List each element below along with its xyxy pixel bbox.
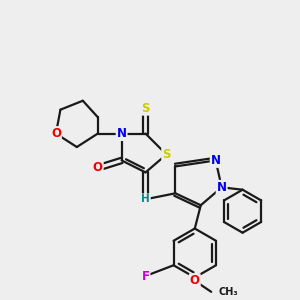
Text: O: O [190,274,200,287]
Text: H: H [141,194,150,204]
Text: N: N [117,127,127,140]
Text: F: F [142,269,149,283]
Text: O: O [93,161,103,174]
Text: S: S [141,102,150,115]
Text: CH₃: CH₃ [219,287,238,297]
Text: O: O [51,127,61,140]
Text: N: N [217,181,227,194]
Text: N: N [211,154,221,167]
Text: S: S [162,148,171,161]
